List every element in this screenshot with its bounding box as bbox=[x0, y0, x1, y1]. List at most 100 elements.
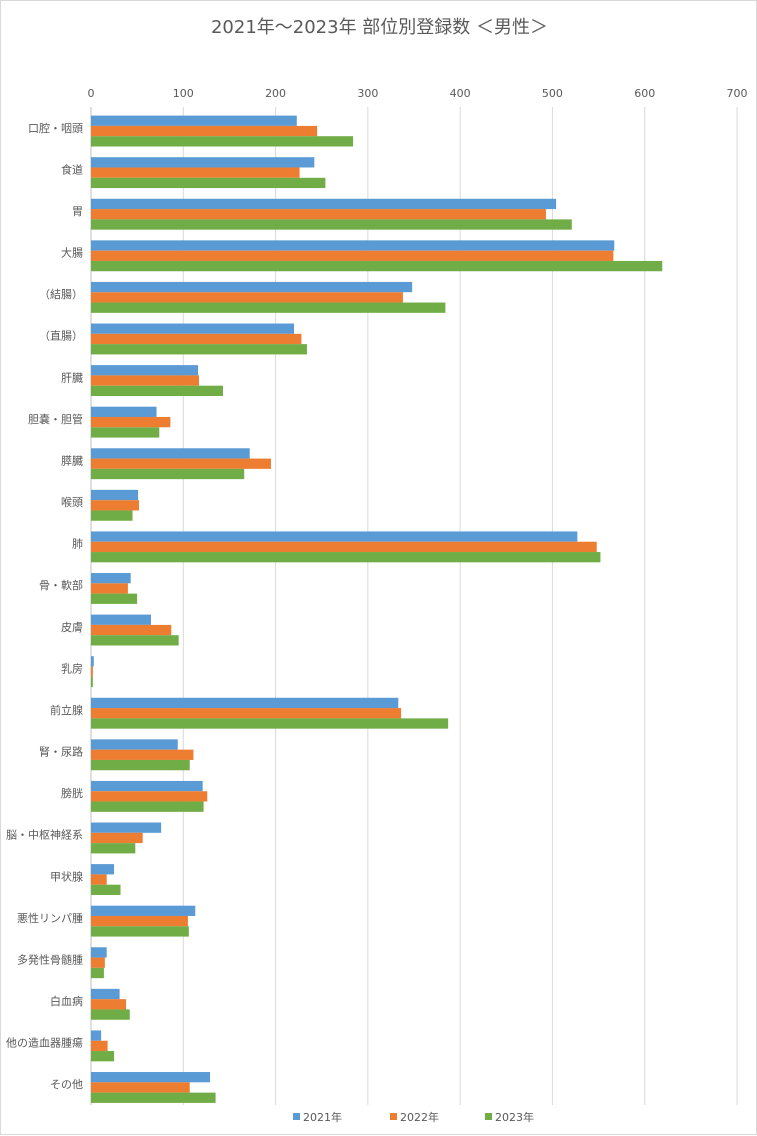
bar bbox=[91, 843, 136, 854]
category-label: （結腸） bbox=[39, 287, 83, 301]
category-label: 乳房 bbox=[61, 662, 83, 675]
bar bbox=[91, 988, 120, 1000]
x-tick-label: 300 bbox=[357, 87, 378, 100]
bar bbox=[91, 718, 449, 729]
bar bbox=[91, 759, 190, 771]
bar bbox=[91, 167, 300, 178]
category-label: 骨・軟部 bbox=[39, 578, 83, 592]
bar bbox=[91, 780, 203, 792]
bar bbox=[91, 260, 663, 272]
bar bbox=[91, 510, 133, 521]
bar bbox=[91, 822, 162, 833]
category-label: その他 bbox=[50, 1078, 83, 1091]
bar bbox=[91, 749, 194, 760]
bar bbox=[91, 884, 121, 895]
category-label: 悪性リンパ腫 bbox=[17, 911, 83, 925]
category-label: 多発性骨髄腫 bbox=[17, 952, 83, 966]
bar bbox=[91, 489, 139, 501]
category-label: 膵臓 bbox=[61, 454, 83, 467]
bar bbox=[91, 666, 93, 677]
bar bbox=[91, 573, 131, 584]
bar bbox=[91, 406, 157, 417]
bar bbox=[91, 333, 302, 345]
bar bbox=[91, 1092, 216, 1103]
bar bbox=[91, 1082, 190, 1093]
bar bbox=[91, 323, 295, 334]
category-label: 食道 bbox=[61, 162, 83, 176]
bar bbox=[91, 697, 399, 709]
category-label: 他の造血器腫瘍 bbox=[6, 1036, 83, 1050]
bar bbox=[91, 125, 318, 137]
bar bbox=[91, 999, 127, 1010]
bar bbox=[91, 531, 578, 542]
legend-swatch bbox=[485, 1113, 492, 1120]
x-tick-label: 600 bbox=[634, 87, 655, 100]
bar bbox=[91, 915, 188, 927]
category-label: 肝臓 bbox=[61, 371, 83, 384]
bar bbox=[91, 177, 326, 189]
bar bbox=[91, 905, 196, 916]
bar bbox=[91, 198, 557, 210]
bar bbox=[91, 302, 446, 313]
bar bbox=[91, 448, 250, 459]
bar bbox=[91, 468, 245, 480]
x-tick-label: 0 bbox=[88, 87, 95, 100]
bar bbox=[91, 240, 615, 251]
bar bbox=[91, 708, 402, 719]
bar bbox=[91, 209, 546, 220]
bar bbox=[91, 656, 94, 667]
bar bbox=[91, 624, 172, 636]
category-label: 喉頭 bbox=[61, 496, 83, 509]
bar bbox=[91, 791, 208, 802]
category-label: 胆嚢・胆管 bbox=[28, 412, 83, 426]
x-tick-label: 200 bbox=[265, 87, 286, 100]
bar bbox=[91, 947, 107, 958]
bar bbox=[91, 801, 204, 812]
category-label: 腎・尿路 bbox=[39, 746, 83, 759]
bar bbox=[91, 115, 297, 126]
chart-title: 2021年～2023年 部位別登録数 ＜男性＞ bbox=[210, 17, 549, 38]
category-label: 胃 bbox=[72, 205, 83, 218]
bar bbox=[91, 385, 223, 396]
bar bbox=[91, 676, 93, 688]
bar bbox=[91, 967, 104, 979]
x-tick-label: 700 bbox=[727, 87, 748, 100]
bar bbox=[91, 250, 614, 261]
bar bbox=[91, 365, 199, 376]
category-label: 肺 bbox=[72, 538, 83, 551]
bar bbox=[91, 552, 601, 563]
legend-label: 2023年 bbox=[495, 1110, 534, 1124]
bar bbox=[91, 1009, 130, 1020]
bar bbox=[91, 541, 597, 553]
x-tick-label: 500 bbox=[542, 87, 563, 100]
bar bbox=[91, 281, 413, 293]
legend-label: 2022年 bbox=[400, 1110, 439, 1124]
bar bbox=[91, 157, 315, 168]
category-label: 口腔・咽頭 bbox=[28, 121, 83, 135]
category-label: 白血病 bbox=[50, 994, 83, 1008]
x-tick-label: 400 bbox=[450, 87, 471, 100]
bar bbox=[91, 874, 107, 885]
bar bbox=[91, 832, 143, 844]
bar bbox=[91, 1030, 102, 1041]
legend-swatch bbox=[390, 1113, 397, 1120]
bar bbox=[91, 416, 171, 428]
bar bbox=[91, 136, 354, 147]
bar bbox=[91, 926, 189, 937]
category-label: 膀胱 bbox=[61, 786, 83, 800]
bar bbox=[91, 500, 139, 511]
x-tick-label: 100 bbox=[173, 87, 194, 100]
bar bbox=[91, 739, 178, 750]
legend-label: 2021年 bbox=[303, 1110, 342, 1124]
category-label: 甲状腺 bbox=[50, 869, 83, 883]
bar bbox=[91, 219, 572, 230]
bar bbox=[91, 614, 151, 625]
bar bbox=[91, 292, 403, 303]
bar bbox=[91, 1072, 211, 1083]
legend-swatch bbox=[293, 1113, 300, 1120]
bar bbox=[91, 1040, 108, 1052]
category-label: （直腸） bbox=[39, 329, 83, 343]
bar bbox=[91, 593, 138, 604]
